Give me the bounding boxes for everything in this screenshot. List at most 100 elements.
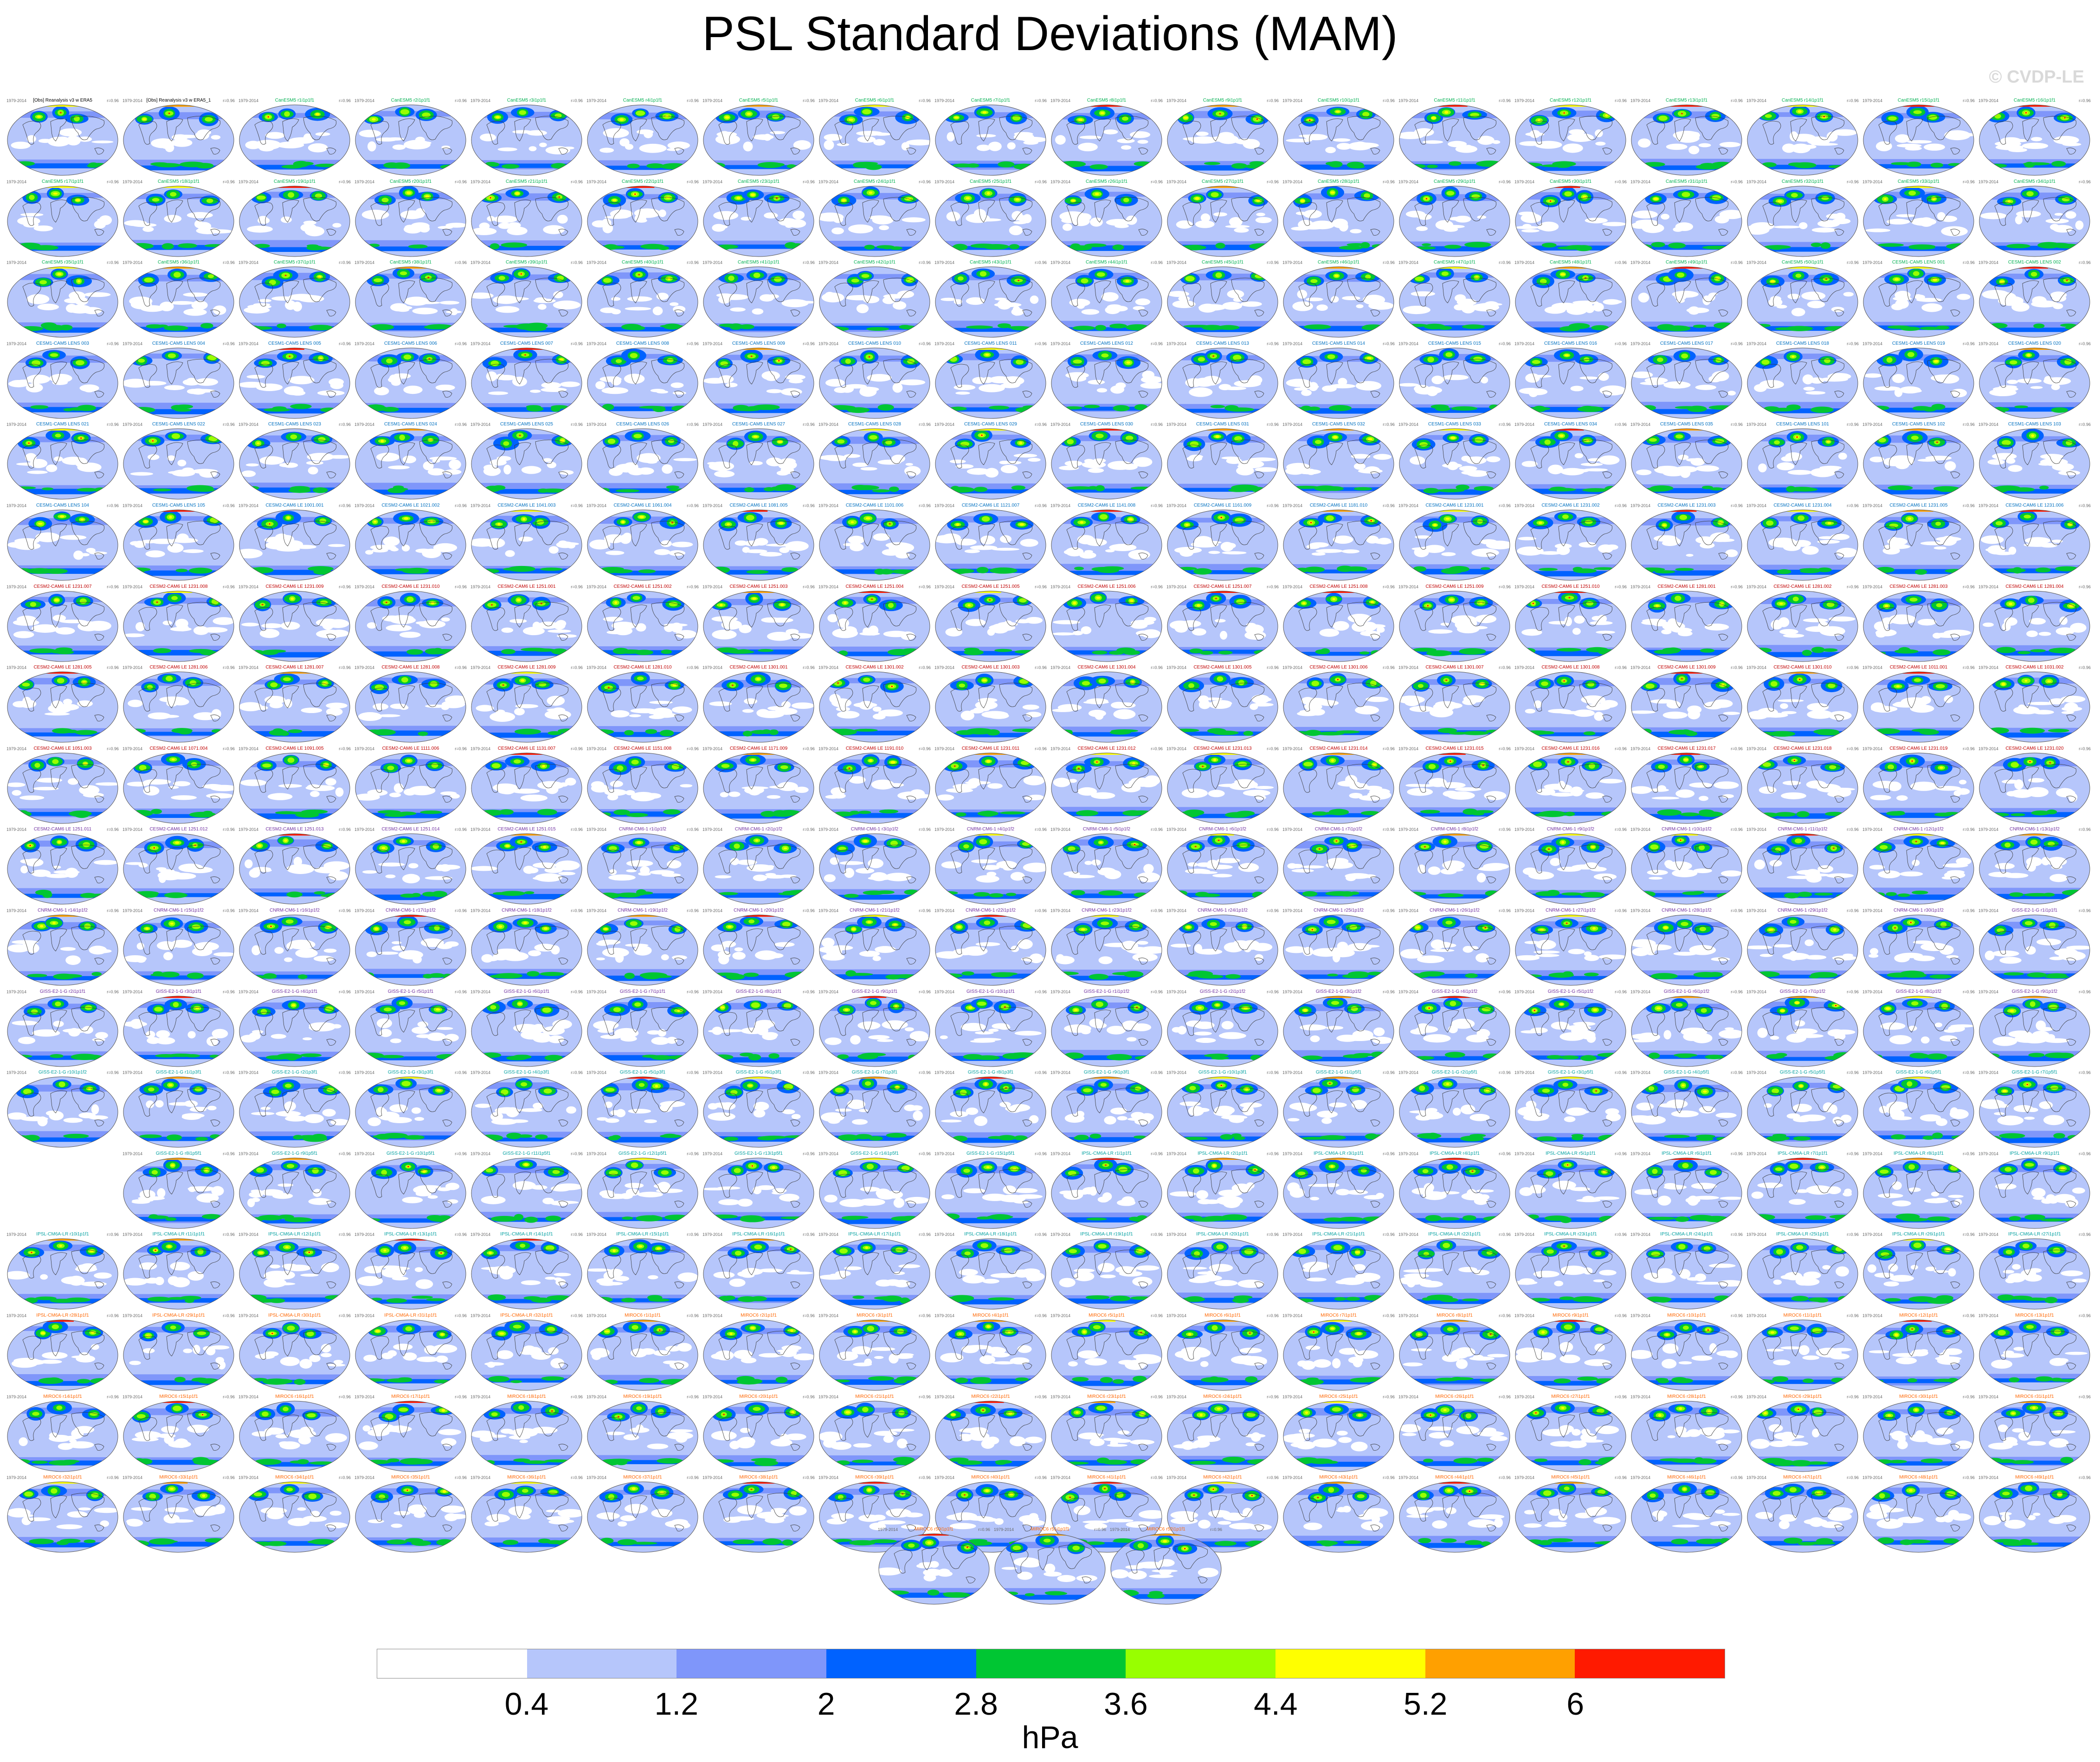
panel-correlation: r=0.96 bbox=[687, 180, 699, 184]
map-panel: 1979-2014 CESM1-CAM5 LENS 003 r=0.96 bbox=[6, 341, 119, 419]
map-panel: 1979-2014 GISS-E2-1-G r2i1p3f1 r=0.96 bbox=[238, 1069, 351, 1148]
panel-correlation: r=0.96 bbox=[1151, 665, 1163, 670]
panel-title: CESM2-CAM6 LE 1301.010 bbox=[1773, 665, 1832, 670]
panel-correlation: r=0.96 bbox=[1267, 503, 1279, 508]
panel-header: 1979-2014 CESM1-CAM5 LENS 034 r=0.96 bbox=[1514, 421, 1627, 428]
map-panel: 1979-2014 CanESM5 r6i1p1f1 r=0.96 bbox=[818, 97, 931, 176]
robinson-map bbox=[1979, 347, 2090, 419]
panel-title: CESM2-CAM6 LE 1231.010 bbox=[381, 584, 440, 589]
map-panel: 1979-2014 CanESM5 r28i1p1f1 r=0.96 bbox=[1282, 179, 1395, 257]
map-panel: 1979-2014 CESM1-CAM5 LENS 010 r=0.96 bbox=[818, 341, 931, 419]
map-panel: 1979-2014 GISS-E2-1-G r9i1p5f1 r=0.96 bbox=[238, 1151, 351, 1229]
map-panel: 1979-2014 CESM2-CAM6 LE 1041.003 r=0.96 bbox=[470, 502, 583, 581]
robinson-map bbox=[7, 752, 118, 824]
panel-years: 1979-2014 bbox=[1746, 746, 1767, 751]
robinson-map bbox=[1399, 1158, 1510, 1229]
robinson-map bbox=[1399, 1319, 1510, 1391]
panel-title: CESM2-CAM6 LE 1231.005 bbox=[1889, 503, 1948, 508]
panel-title: CanESM5 r31i1p1f1 bbox=[1665, 179, 1708, 184]
panel-title: CESM2-CAM6 LE 1061.004 bbox=[613, 503, 672, 508]
panel-correlation: r=0.96 bbox=[687, 341, 699, 346]
robinson-map bbox=[1979, 1481, 2090, 1553]
panel-title: GISS-E2-1-G r8i1p3f1 bbox=[967, 1070, 1014, 1075]
panel-years: 1979-2014 bbox=[238, 746, 259, 751]
panel-correlation: r=0.96 bbox=[803, 422, 815, 427]
panel-correlation: r=0.96 bbox=[1847, 503, 1859, 508]
panel-correlation: r=0.96 bbox=[1847, 1070, 1859, 1075]
robinson-map bbox=[1167, 1076, 1278, 1148]
panel-correlation: r=0.96 bbox=[978, 1527, 990, 1532]
map-panel: 1979-2014 IPSL-CM6A-LR r30i1p1f1 r=0.96 bbox=[238, 1312, 351, 1391]
panel-header: 1979-2014 IPSL-CM6A-LR r13i1p1f1 r=0.96 bbox=[354, 1231, 467, 1238]
panel-header: 1979-2014 CanESM5 r7i1p1f1 r=0.96 bbox=[934, 97, 1047, 104]
panel-title: CESM2-CAM6 LE 1301.004 bbox=[1077, 665, 1136, 670]
panel-correlation: r=0.96 bbox=[2079, 665, 2091, 670]
panel-years: 1979-2014 bbox=[1050, 341, 1071, 346]
panel-title: GISS-E2-1-G r3i1p5f1 bbox=[1547, 1070, 1594, 1075]
robinson-map bbox=[1747, 833, 1858, 905]
panel-correlation: r=0.96 bbox=[1383, 1313, 1395, 1318]
panel-correlation: r=0.96 bbox=[1499, 908, 1511, 913]
robinson-map bbox=[355, 428, 466, 500]
panel-correlation: r=0.96 bbox=[1963, 990, 1975, 994]
panel-years: 1979-2014 bbox=[1978, 98, 1999, 103]
panel-header: 1979-2014 CESM2-CAM6 LE 1251.010 r=0.96 bbox=[1514, 584, 1627, 590]
panel-title: CanESM5 r13i1p1f1 bbox=[1665, 98, 1708, 103]
panel-header: 1979-2014 CESM2-CAM6 LE 1301.001 r=0.96 bbox=[702, 664, 815, 671]
map-panel: 1979-2014 GISS-E2-1-G r5i1p5f1 r=0.96 bbox=[1746, 1069, 1859, 1148]
robinson-map bbox=[1863, 914, 1974, 986]
map-panel: 1979-2014 CESM2-CAM6 LE 1231.010 r=0.96 bbox=[354, 584, 467, 662]
panel-title: CESM1-CAM5 LENS 004 bbox=[152, 341, 205, 346]
panel-title: GISS-E2-1-G r6i1p1f1 bbox=[503, 989, 550, 994]
robinson-map bbox=[587, 186, 698, 257]
colorbar-tick-label: 4.4 bbox=[1254, 1686, 1298, 1722]
panel-years: 1979-2014 bbox=[1050, 1070, 1071, 1075]
panel-title: MIROC6 r18i1p1f1 bbox=[507, 1394, 546, 1399]
panel-title: MIROC6 r15i1p1f1 bbox=[159, 1394, 198, 1399]
panel-years: 1979-2014 bbox=[1398, 503, 1419, 508]
map-panel: 1979-2014 MIROC6 r45i1p1f1 r=0.96 bbox=[1514, 1474, 1627, 1553]
panel-title: CESM2-CAM6 LE 1251.005 bbox=[961, 584, 1020, 589]
panel-years: 1979-2014 bbox=[1862, 665, 1883, 670]
map-panel: 1979-2014 MIROC6 r36i1p1f1 r=0.96 bbox=[470, 1474, 583, 1553]
panel-correlation: r=0.96 bbox=[1267, 341, 1279, 346]
map-panel: 1979-2014 MIROC6 r5i1p1f1 r=0.96 bbox=[1050, 1312, 1163, 1391]
panel-header: 1979-2014 CESM1-CAM5 LENS 006 r=0.96 bbox=[354, 341, 467, 347]
panel-title: MIROC6 r5i1p1f1 bbox=[1089, 1313, 1125, 1318]
panel-years: 1979-2014 bbox=[1978, 180, 1999, 184]
panel-correlation: r=0.96 bbox=[1151, 98, 1163, 103]
panel-header: 1979-2014 IPSL-CM6A-LR r16i1p1f1 r=0.96 bbox=[702, 1231, 815, 1238]
robinson-map bbox=[703, 104, 814, 176]
panel-header: 1979-2014 GISS-E2-1-G r2i1p1f1 r=0.96 bbox=[6, 989, 119, 995]
robinson-map bbox=[935, 752, 1046, 824]
map-panel: 1979-2014 CNRM-CM6-1 r14i1p1f2 r=0.96 bbox=[6, 907, 119, 986]
panel-years: 1979-2014 bbox=[586, 260, 607, 265]
panel-header: 1979-2014 MIROC6 r12i1p1f1 r=0.96 bbox=[1862, 1312, 1975, 1319]
robinson-map bbox=[239, 186, 350, 257]
panel-correlation: r=0.96 bbox=[1615, 341, 1627, 346]
panel-header: 1979-2014 CESM1-CAM5 LENS 018 r=0.96 bbox=[1746, 341, 1859, 347]
panel-years: 1979-2014 bbox=[1746, 665, 1767, 670]
panel-years: 1979-2014 bbox=[1746, 1475, 1767, 1480]
panel-title: CNRM-CM6-1 r26i1p1f2 bbox=[1430, 908, 1480, 913]
panel-correlation: r=0.96 bbox=[571, 1151, 583, 1156]
robinson-map bbox=[7, 671, 118, 743]
panel-title: CanESM5 r22i1p1f1 bbox=[621, 179, 664, 184]
panel-correlation: r=0.96 bbox=[1151, 746, 1163, 751]
panel-correlation: r=0.96 bbox=[571, 908, 583, 913]
panel-header: 1979-2014 CESM2-CAM6 LE 1251.014 r=0.96 bbox=[354, 826, 467, 833]
panel-title: CESM2-CAM6 LE 1251.012 bbox=[149, 827, 208, 832]
panel-header: 1979-2014 CanESM5 r43i1p1f1 r=0.96 bbox=[934, 259, 1047, 266]
panel-title: CESM2-CAM6 LE 1281.002 bbox=[1773, 584, 1832, 589]
panel-title: GISS-E2-1-G r9i1p1f2 bbox=[2011, 989, 2058, 994]
map-panel: 1979-2014 CESM1-CAM5 LENS 104 r=0.96 bbox=[6, 502, 119, 581]
robinson-map bbox=[1631, 509, 1742, 581]
panel-header: 1979-2014 CanESM5 r48i1p1f1 r=0.96 bbox=[1514, 259, 1627, 266]
panel-correlation: r=0.96 bbox=[1731, 503, 1743, 508]
panel-years: 1979-2014 bbox=[1282, 1395, 1303, 1399]
panel-header: 1979-2014 CESM2-CAM6 LE 1251.012 r=0.96 bbox=[122, 826, 235, 833]
panel-years: 1979-2014 bbox=[354, 503, 375, 508]
panel-years: 1979-2014 bbox=[1978, 908, 1999, 913]
panel-years: 1979-2014 bbox=[586, 341, 607, 346]
robinson-map bbox=[1747, 1319, 1858, 1391]
